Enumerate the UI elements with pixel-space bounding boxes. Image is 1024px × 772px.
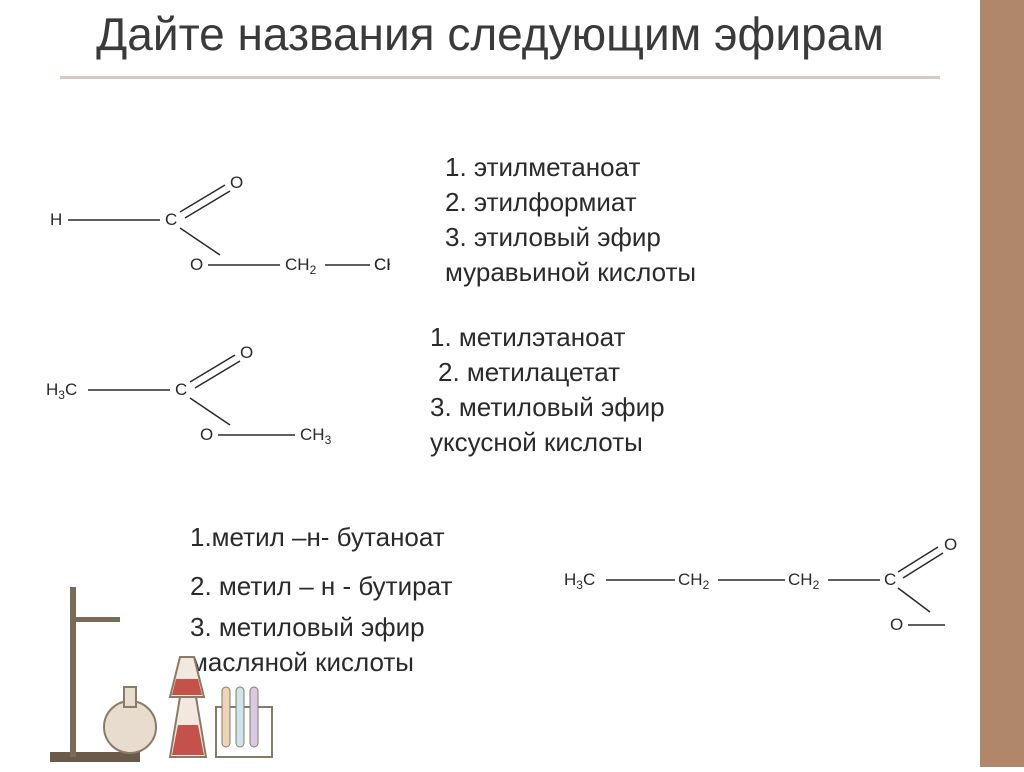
answers-b: 1. метилэтаноат 2. метилацетат 3. метило… [430, 320, 665, 460]
atom-h: H [50, 210, 62, 229]
atom-o-double-c: O [944, 535, 957, 554]
atom-ch2a: CH [678, 570, 703, 589]
atom-h3c-h: H [46, 380, 58, 399]
atom-o-single-b: O [200, 425, 213, 444]
b-line1: 1. метилэтаноат [430, 320, 665, 355]
sub-ch3-b: 3 [325, 433, 332, 447]
atom-h3c-h-c: H [564, 570, 576, 589]
b-line3b: уксусной кислоты [430, 425, 665, 460]
a-line1: 1. этилметаноат [445, 150, 696, 185]
atom-h3c-c: C [65, 380, 77, 399]
svg-text:CH2: CH2 [285, 255, 317, 277]
sub-ch2a: 2 [703, 578, 710, 592]
atom-c: C [165, 210, 177, 229]
atom-o-double-b: O [240, 343, 253, 362]
atom-ch3a: CH [374, 255, 390, 274]
svg-text:CH2: CH2 [788, 570, 820, 592]
atom-ch2: CH [285, 255, 310, 274]
molecule-methyl-acetate: H3C C O O CH3 [40, 340, 370, 450]
atom-ch3-b: CH [300, 425, 325, 444]
svg-text:H3C: H3C [46, 380, 77, 402]
atom-o-single: O [190, 255, 203, 274]
decorative-right-stripe [980, 0, 1024, 767]
sub-ch2: 2 [310, 263, 317, 277]
sub-ch2b: 2 [813, 578, 820, 592]
page-title: Дайте названия следующим эфирам [40, 8, 940, 61]
b-line2: 2. метилацетат [430, 355, 665, 390]
atom-ch2b: CH [788, 570, 813, 589]
title-band: Дайте названия следующим эфирам [0, 0, 980, 79]
atom-c-c: C [884, 570, 896, 589]
svg-text:CH3: CH3 [300, 425, 332, 447]
glassware-illustration [20, 547, 280, 767]
answers-a: 1. этилметаноат 2. этилформиат 3. этилов… [445, 150, 696, 290]
svg-text:CH2: CH2 [678, 570, 710, 592]
atom-o-double: O [230, 173, 243, 192]
molecule-methyl-butanoate: H3C CH2 CH2 C O O CH3 [560, 530, 970, 640]
atom-h3c-c-c: C [583, 570, 595, 589]
svg-text:H3C: H3C [564, 570, 595, 592]
b-line3a: 3. метиловый эфир [430, 390, 665, 425]
atom-c-b: C [175, 380, 187, 399]
a-line3b: муравьиной кислоты [445, 255, 696, 290]
atom-o-single-c: O [890, 615, 903, 634]
svg-text:CH3: CH3 [374, 255, 390, 277]
a-line3a: 3. этиловый эфир [445, 220, 696, 255]
molecule-ethyl-formate: H C O O CH2 CH CH3 [40, 170, 390, 280]
a-line2: 2. этилформиат [445, 185, 696, 220]
